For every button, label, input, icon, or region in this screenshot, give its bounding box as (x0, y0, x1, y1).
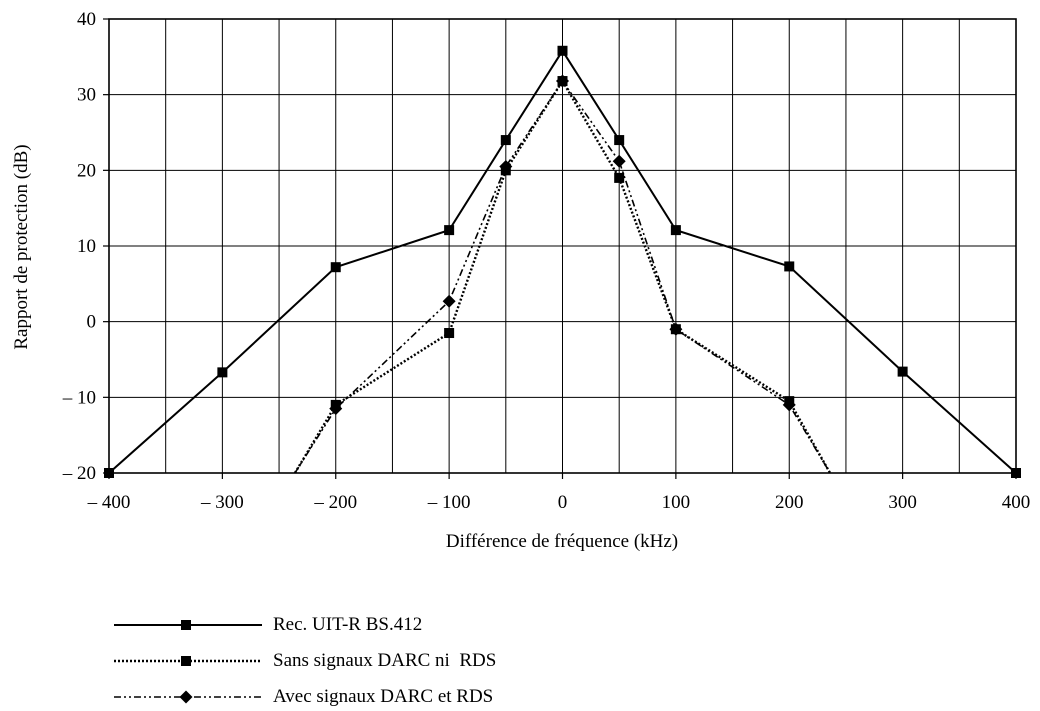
data-point (330, 262, 341, 273)
x-tick-label: – 100 (427, 492, 471, 513)
grid (109, 19, 1016, 473)
legend-item-bs412: Rec. UIT-R BS.412 (114, 614, 422, 635)
legend-symbol-avec-darc (114, 690, 262, 704)
data-point (104, 468, 114, 478)
y-tick-label: – 10 (62, 387, 96, 408)
data-point (669, 322, 683, 336)
series-2 (294, 74, 831, 474)
legend-label-avec-darc: Avec signaux DARC et RDS (273, 686, 493, 707)
data-point (897, 366, 908, 377)
y-tick-label: 30 (77, 85, 96, 106)
legend-item-avec-darc: Avec signaux DARC et RDS (114, 686, 493, 707)
data-point (670, 225, 681, 236)
y-tick-label: 40 (77, 9, 96, 30)
data-point (442, 294, 456, 308)
legend: Rec. UIT-R BS.412 Sans signaux DARC ni R… (114, 614, 496, 707)
data-point (612, 154, 626, 168)
series-0 (104, 45, 1021, 478)
data-point (556, 74, 569, 88)
legend-label-bs412: Rec. UIT-R BS.412 (273, 614, 422, 635)
legend-symbol-sans-darc (114, 656, 262, 666)
y-tick-label: – 20 (62, 463, 96, 484)
data-point (444, 225, 455, 236)
x-tick-labels: – 400 – 300 – 200 – 100 0 100 200 300 400 (87, 473, 1031, 513)
x-tick-label: 300 (888, 492, 917, 513)
x-tick-label: – 300 (200, 492, 244, 513)
data-point (217, 367, 228, 378)
legend-label-sans-darc: Sans signaux DARC ni RDS (273, 650, 496, 671)
data-point (784, 261, 795, 272)
x-tick-label: – 400 (87, 492, 131, 513)
y-tick-label: 0 (87, 312, 97, 333)
legend-marker (181, 656, 191, 666)
legend-item-sans-darc: Sans signaux DARC ni RDS (114, 650, 496, 671)
x-tick-label: 200 (775, 492, 804, 513)
legend-marker (179, 690, 193, 704)
legend-marker (181, 620, 191, 630)
x-axis-label: Différence de fréquence (kHz) (446, 531, 678, 552)
x-tick-label: 100 (662, 492, 691, 513)
x-tick-label: 0 (558, 492, 568, 513)
y-tick-labels: – 20 – 10 0 10 20 30 40 (62, 9, 109, 484)
data-point (557, 45, 568, 56)
data-point (329, 402, 343, 416)
data-point (444, 328, 455, 339)
data-point (614, 135, 625, 146)
data-point (782, 398, 796, 412)
x-tick-label: 400 (1002, 492, 1031, 513)
y-tick-label: 10 (77, 236, 96, 257)
data-point (1011, 468, 1021, 478)
data-point (499, 160, 513, 174)
y-tick-label: 20 (77, 160, 96, 181)
legend-symbol-bs412 (114, 620, 262, 630)
series-layer (104, 45, 1021, 478)
data-point (614, 172, 625, 183)
y-axis-label: Rapport de protection (dB) (11, 144, 32, 349)
data-point (500, 135, 511, 146)
series-line (293, 78, 832, 474)
x-tick-label: – 200 (313, 492, 357, 513)
